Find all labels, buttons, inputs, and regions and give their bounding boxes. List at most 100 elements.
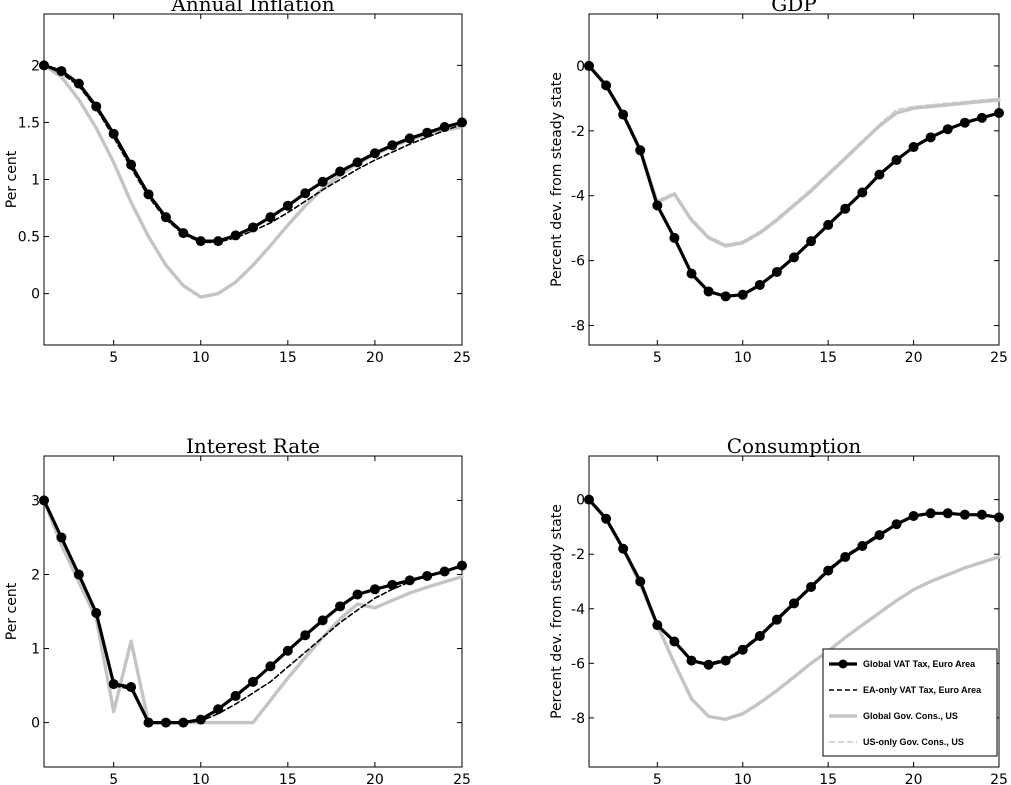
panel-interest-rate: 5 10 15 20 25 0 1 2 3 Interest Rate Per cent: [4, 434, 471, 785]
data-point-global-vat-euro-area-interest-rate-24: [457, 560, 467, 571]
x-tick-label-gdp-3: 20: [905, 350, 923, 366]
x-tick-label-inflation-0: 5: [109, 350, 118, 366]
y-tick-label-consumption-4: -8: [571, 711, 585, 727]
data-point-global-vat-euro-area-gdp-22: [959, 117, 970, 128]
data-point-global-vat-euro-area-consumption-10: [754, 631, 765, 642]
legend-label-us-only-gov-cons-us: US-only Gov. Cons., US: [863, 737, 964, 747]
x-tick-label-consumption-3: 20: [905, 772, 923, 785]
data-point-global-vat-euro-area-consumption-14: [823, 565, 834, 576]
y-tick-label-consumption-2: -4: [571, 602, 585, 618]
y-tick-label-inflation-4: 2: [31, 58, 40, 74]
y-tick-label-gdp-1: -2: [571, 124, 585, 140]
x-tick-label-gdp-2: 15: [819, 350, 837, 366]
data-point-global-vat-euro-area-interest-rate-13: [265, 661, 276, 672]
data-point-global-vat-euro-area-gdp-10: [754, 279, 765, 290]
data-point-global-vat-euro-area-interest-rate-15: [300, 630, 311, 641]
data-point-global-vat-euro-area-gdp-11: [771, 266, 782, 277]
data-point-global-vat-euro-area-consumption-15: [840, 551, 851, 562]
y-axis-label-interest-rate: Per cent: [4, 582, 20, 640]
data-point-global-vat-euro-area-gdp-20: [925, 132, 936, 143]
data-point-global-vat-euro-area-consumption-19: [908, 511, 919, 522]
data-point-global-vat-euro-area-inflation-12: [248, 222, 258, 233]
legend: Global VAT Tax, Euro Area EA-only VAT Tax…: [822, 648, 998, 757]
data-point-global-vat-euro-area-interest-rate-17: [335, 601, 346, 612]
data-point-global-vat-euro-area-consumption-3: [635, 576, 646, 587]
series-line-ea-only-vat-euro-area-interest-rate: [43, 499, 463, 724]
data-point-global-vat-euro-area-inflation-22: [422, 127, 433, 138]
data-point-global-vat-euro-area-gdp-13: [806, 236, 817, 247]
y-tick-label-inflation-2: 1: [31, 173, 40, 189]
x-tick-label-inflation-3: 20: [366, 350, 384, 366]
data-point-global-vat-euro-area-gdp-5: [669, 232, 680, 243]
data-point-global-vat-euro-area-interest-rate-12: [248, 676, 258, 687]
data-point-global-vat-euro-area-interest-rate-19: [369, 584, 380, 595]
series-line-us-only-gov-cons-us-gdp: [588, 65, 1000, 246]
data-point-global-vat-euro-area-consumption-12: [789, 598, 799, 609]
x-tick-label-interest-rate-0: 5: [109, 772, 118, 785]
x-tick-label-interest-rate-3: 20: [366, 772, 384, 785]
data-point-global-vat-euro-area-interest-rate-5: [126, 682, 137, 693]
data-point-global-vat-euro-area-interest-rate-8: [178, 717, 189, 728]
data-point-global-vat-euro-area-inflation-13: [265, 212, 276, 223]
data-point-global-vat-euro-area-inflation-11: [230, 230, 241, 241]
data-point-global-vat-euro-area-inflation-18: [352, 157, 363, 168]
data-point-global-vat-euro-area-gdp-24: [994, 107, 1004, 118]
legend-label-global-gov-cons-us: Global Gov. Cons., US: [863, 711, 958, 721]
data-point-global-vat-euro-area-consumption-7: [703, 659, 714, 670]
data-point-global-vat-euro-area-gdp-6: [686, 268, 697, 279]
data-point-global-vat-euro-area-inflation-8: [178, 228, 189, 239]
data-point-global-vat-euro-area-interest-rate-1: [56, 532, 67, 543]
data-point-global-vat-euro-area-inflation-7: [160, 212, 171, 223]
axes-box-interest-rate: [43, 455, 463, 768]
data-point-global-vat-euro-area-inflation-5: [126, 159, 137, 170]
x-tick-label-interest-rate-1: 10: [192, 772, 210, 785]
x-tick-label-gdp-4: 25: [990, 350, 1008, 366]
data-point-global-vat-euro-area-interest-rate-4: [108, 679, 119, 690]
data-point-global-vat-euro-area-inflation-1: [56, 66, 67, 77]
data-point-global-vat-euro-area-interest-rate-16: [317, 615, 328, 626]
data-point-global-vat-euro-area-consumption-11: [771, 614, 782, 625]
y-tick-label-gdp-4: -8: [571, 319, 585, 335]
data-point-global-vat-euro-area-interest-rate-7: [160, 717, 171, 728]
y-tick-label-consumption-1: -2: [571, 547, 585, 563]
y-tick-label-consumption-0: 0: [576, 493, 585, 509]
data-point-global-vat-euro-area-consumption-1: [601, 513, 612, 524]
data-point-global-vat-euro-area-interest-rate-2: [73, 569, 84, 580]
data-point-global-vat-euro-area-consumption-0: [584, 494, 594, 505]
data-point-global-vat-euro-area-interest-rate-10: [213, 704, 224, 715]
data-point-global-vat-euro-area-inflation-0: [39, 60, 49, 71]
data-point-global-vat-euro-area-inflation-19: [369, 148, 380, 159]
data-point-global-vat-euro-area-gdp-3: [635, 145, 646, 156]
panel-consumption: 5 10 15 20 25 0 -2 -4 -6 -8 Consumption Percent dev…: [549, 434, 1008, 785]
data-point-global-vat-euro-area-gdp-2: [618, 109, 629, 120]
y-axis-label-inflation: Per cent: [4, 150, 20, 208]
series-line-us-only-gov-cons-us-interest-rate: [43, 499, 463, 724]
series-line-ea-only-vat-euro-area-consumption: [588, 498, 1000, 665]
data-point-global-vat-euro-area-consumption-8: [720, 655, 731, 666]
data-point-global-vat-euro-area-gdp-17: [874, 169, 885, 180]
panel-gdp: 5 10 15 20 25 0 -2 -4 -6 -8 GDP Percent dev. from s…: [549, 0, 1008, 366]
data-point-global-vat-euro-area-inflation-17: [335, 166, 346, 177]
data-point-global-vat-euro-area-gdp-16: [857, 187, 868, 198]
y-tick-label-consumption-3: -6: [571, 656, 585, 672]
x-tick-label-inflation-4: 25: [453, 350, 471, 366]
data-point-global-vat-euro-area-interest-rate-9: [195, 714, 206, 725]
data-point-global-vat-euro-area-gdp-18: [891, 155, 902, 166]
x-tick-label-consumption-1: 10: [734, 772, 752, 785]
axes-box-inflation: [43, 13, 463, 346]
data-point-global-vat-euro-area-interest-rate-18: [352, 589, 363, 600]
data-point-global-vat-euro-area-inflation-21: [404, 133, 415, 144]
data-point-global-vat-euro-area-consumption-5: [669, 636, 680, 647]
data-point-global-vat-euro-area-inflation-6: [143, 189, 154, 200]
data-point-global-vat-euro-area-inflation-10: [213, 236, 224, 247]
x-tick-label-consumption-0: 5: [653, 772, 662, 785]
data-point-global-vat-euro-area-gdp-15: [840, 203, 851, 214]
data-point-global-vat-euro-area-gdp-19: [908, 142, 919, 153]
x-tick-label-interest-rate-4: 25: [453, 772, 471, 785]
data-point-global-vat-euro-area-consumption-20: [925, 508, 936, 519]
data-point-global-vat-euro-area-interest-rate-14: [282, 645, 293, 656]
data-point-global-vat-euro-area-consumption-24: [994, 512, 1004, 523]
series-line-global-gov-cons-us-interest-rate: [42, 498, 464, 725]
data-point-global-vat-euro-area-gdp-14: [823, 219, 834, 230]
